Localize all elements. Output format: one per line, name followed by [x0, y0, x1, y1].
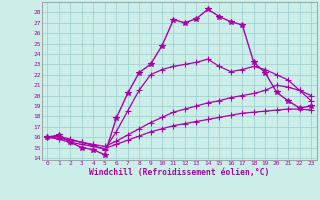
X-axis label: Windchill (Refroidissement éolien,°C): Windchill (Refroidissement éolien,°C) — [89, 168, 269, 177]
